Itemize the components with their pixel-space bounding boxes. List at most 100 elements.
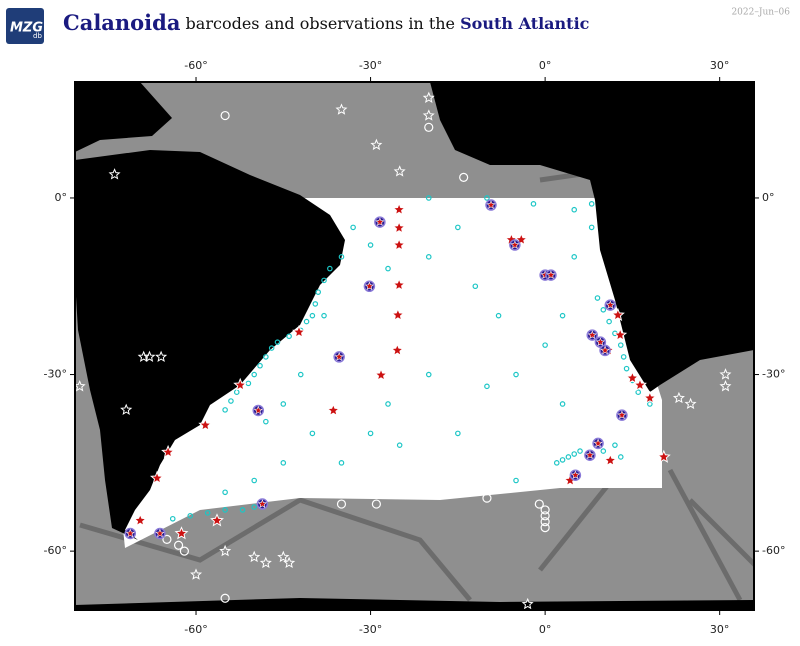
observation	[312, 301, 319, 307]
title-text: barcodes and observations in the	[186, 14, 455, 33]
observation	[220, 593, 230, 603]
barcode-marker	[374, 216, 386, 228]
observation	[530, 201, 537, 207]
y-tick-label: -30°	[44, 368, 67, 381]
star-marker	[392, 237, 407, 251]
observation	[617, 454, 624, 460]
x-tick-label: 0°	[539, 59, 552, 72]
title-region: South Atlantic	[460, 14, 590, 33]
observation	[228, 398, 234, 404]
track	[667, 468, 743, 602]
track	[79, 497, 472, 602]
x-tick-label: 30°	[710, 623, 730, 636]
star-marker	[610, 307, 625, 322]
x-tick-label: -60°	[184, 623, 207, 636]
observation	[338, 460, 345, 466]
star-marker	[422, 91, 435, 103]
barcode-marker	[333, 351, 345, 363]
logo: MZG db	[6, 8, 44, 44]
barcode-star	[595, 337, 605, 347]
observation	[606, 318, 612, 325]
observation	[385, 401, 391, 407]
barcode-marker	[616, 409, 628, 421]
observation	[179, 546, 189, 556]
observation	[484, 383, 490, 390]
barcode-star	[585, 450, 595, 460]
observation	[540, 522, 550, 533]
star-marker	[374, 367, 389, 382]
barcode-marker	[599, 344, 611, 357]
observation	[162, 534, 172, 544]
star-marker	[392, 277, 407, 291]
barcode-star	[510, 240, 520, 249]
barcode-star	[486, 200, 496, 209]
barcode-marker	[569, 469, 582, 481]
star-marker	[642, 390, 657, 404]
star-marker	[137, 350, 150, 362]
observation	[309, 430, 316, 437]
barcode-marker	[545, 269, 557, 281]
observation	[222, 489, 228, 496]
map-frame	[74, 81, 755, 611]
observation	[222, 507, 228, 513]
observation	[263, 354, 269, 360]
star-marker	[277, 550, 290, 563]
observation	[455, 224, 461, 231]
markers	[75, 91, 732, 610]
land-antarctica	[75, 598, 754, 610]
star-marker	[233, 377, 248, 392]
observation	[513, 371, 519, 378]
observation	[571, 451, 578, 457]
observation	[371, 499, 381, 509]
observation	[169, 515, 176, 522]
observation	[472, 283, 479, 290]
observation	[553, 460, 560, 466]
observation	[424, 122, 434, 132]
date: 2022–Jun–06	[731, 8, 790, 18]
title: Calanoida barcodes and observations in t…	[63, 10, 590, 35]
observation	[623, 365, 630, 372]
barcode-marker	[594, 336, 607, 348]
star-marker	[259, 556, 272, 569]
barcode-marker	[592, 437, 604, 450]
observation	[268, 345, 275, 351]
x-tick-label: -60°	[184, 59, 207, 72]
star-marker	[656, 449, 671, 463]
logo-sub: db	[33, 32, 42, 40]
ticks: -60° -60° -30° -30° 0° 0° 30° 30° 0° 0° -30° -30° -6…	[44, 59, 786, 636]
observation	[187, 513, 194, 519]
observation	[594, 295, 601, 301]
barcode-star	[600, 345, 610, 355]
star-marker	[649, 468, 662, 480]
observation	[459, 172, 469, 182]
star-marker	[335, 103, 348, 115]
observation	[565, 454, 572, 460]
observation	[327, 265, 333, 272]
observation	[559, 457, 566, 463]
star-marker	[161, 444, 176, 459]
observation	[577, 448, 583, 454]
observation	[280, 401, 287, 407]
star-marker	[719, 368, 732, 380]
star-marker	[198, 417, 213, 432]
land-africa	[430, 82, 754, 392]
observation	[540, 517, 550, 527]
observation	[336, 499, 347, 509]
x-tick-label: 0°	[539, 623, 552, 636]
star-marker	[613, 327, 628, 342]
star-marker	[521, 597, 534, 610]
star-marker	[393, 165, 406, 177]
barcode-marker	[509, 239, 521, 251]
star-marker	[719, 379, 732, 392]
star-marker	[210, 513, 224, 527]
observation	[425, 254, 432, 260]
observation	[484, 195, 490, 201]
star-marker	[133, 513, 148, 527]
barcode-marker	[604, 299, 617, 311]
map-area	[75, 82, 754, 610]
observation	[350, 224, 356, 231]
observation	[251, 504, 258, 510]
observation	[367, 430, 374, 437]
observation	[600, 448, 607, 454]
